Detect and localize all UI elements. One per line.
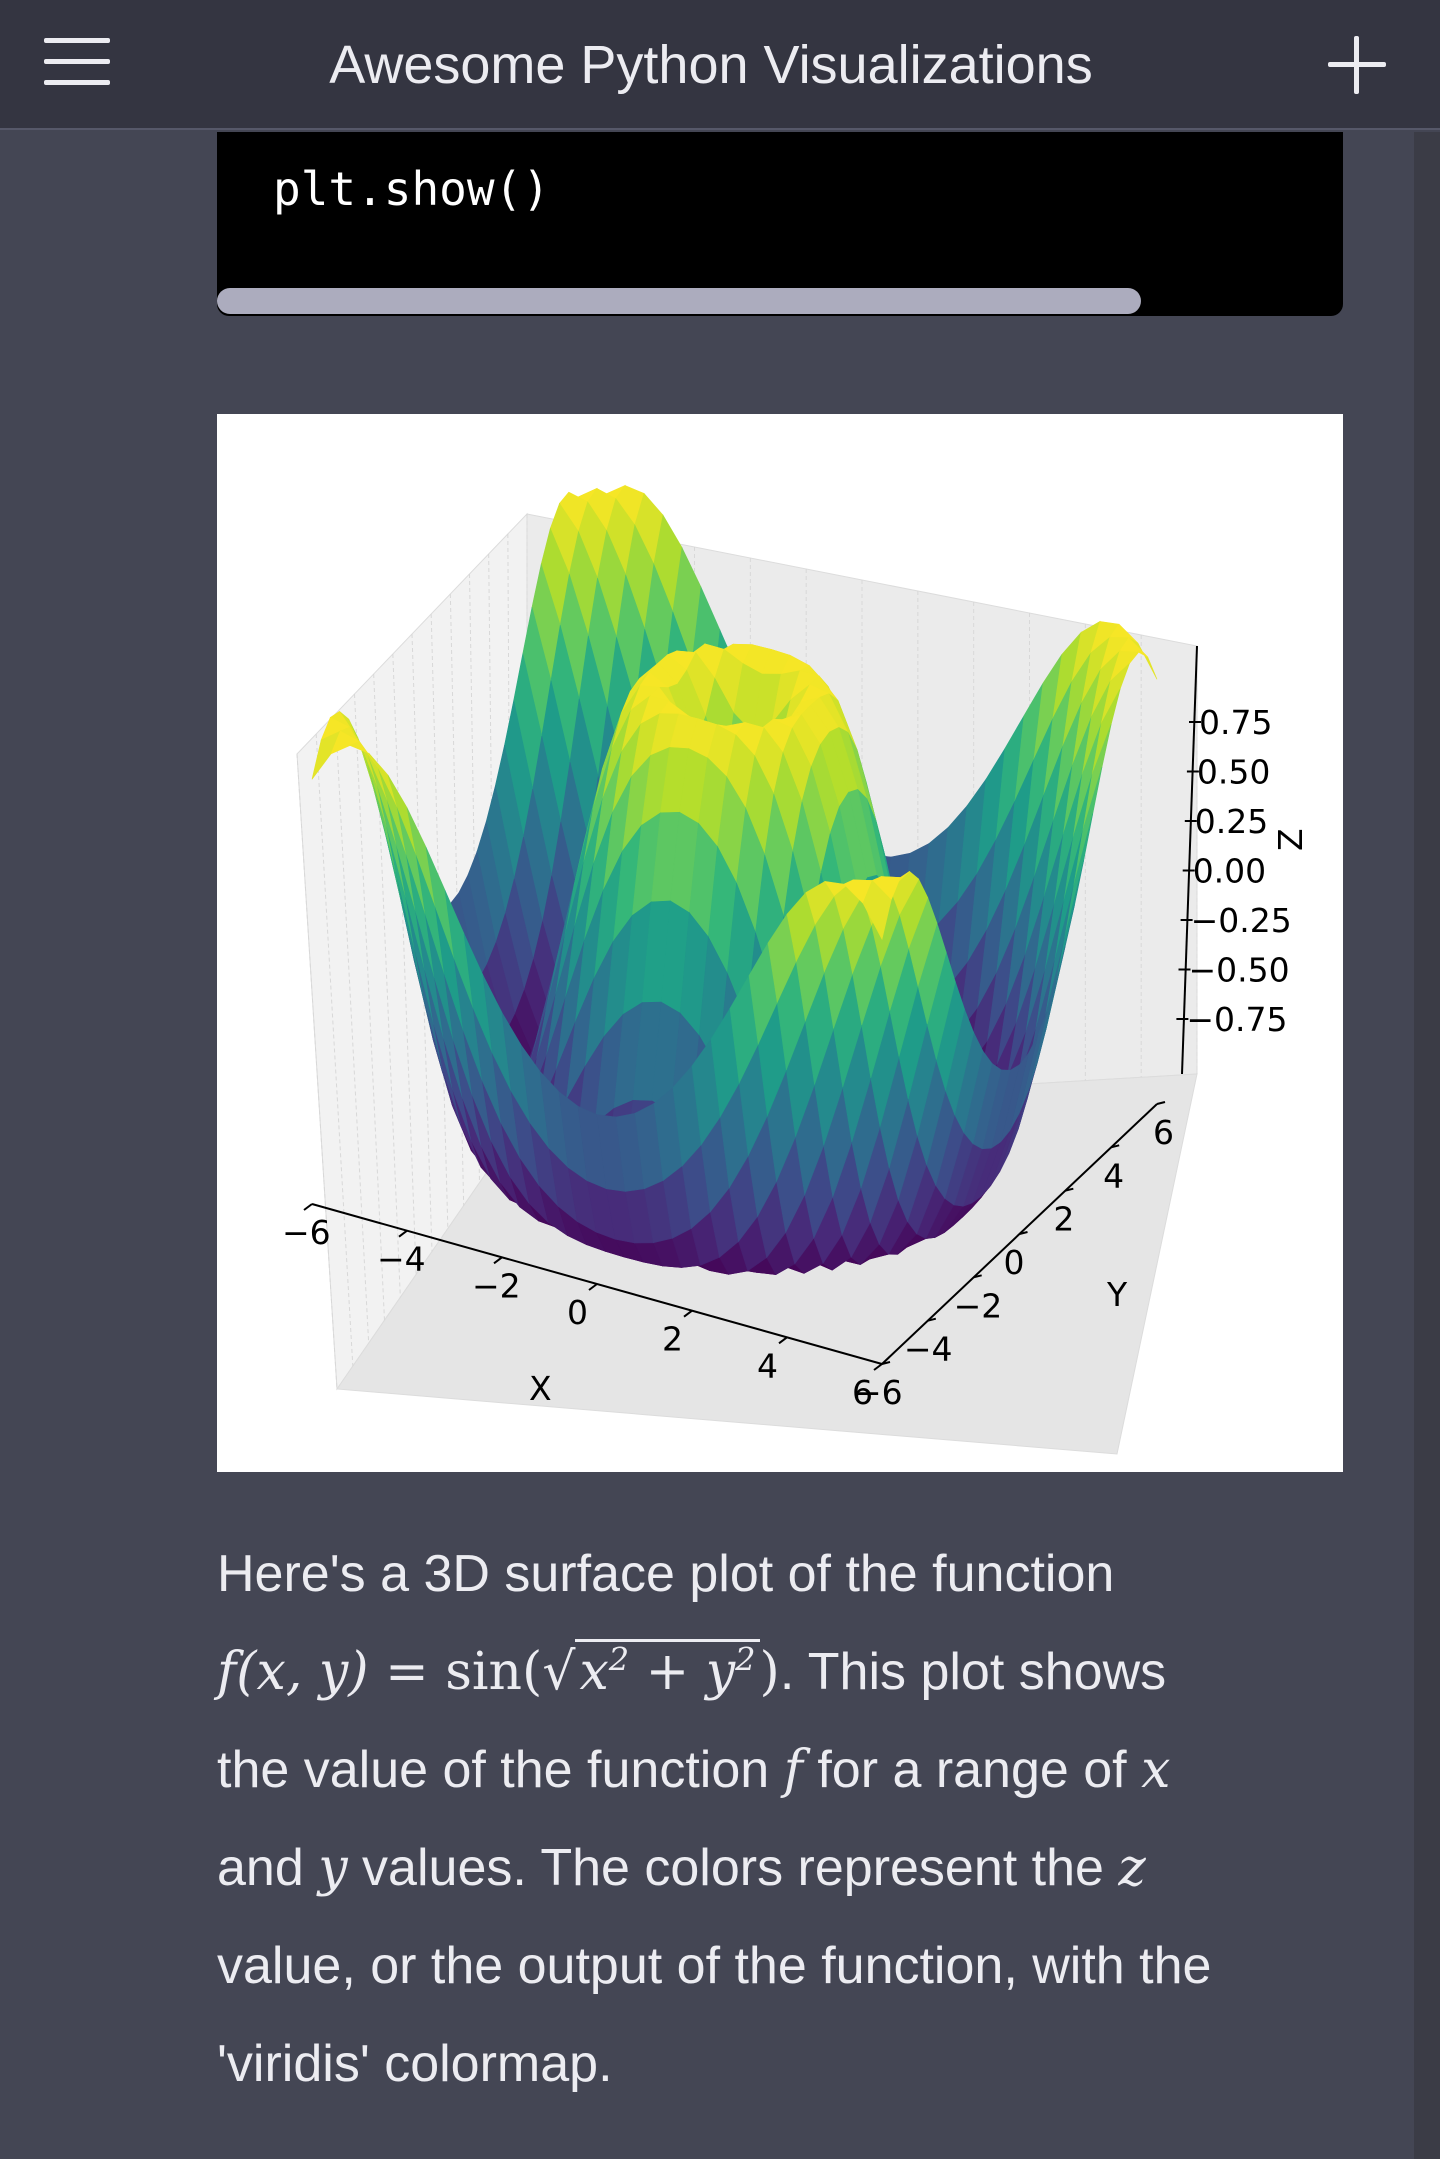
x-tick [303, 1203, 313, 1211]
x-tick [778, 1336, 788, 1345]
z-tick-label: 0.50 [1197, 753, 1270, 792]
message-text: . This plot shows [779, 1643, 1167, 1701]
x-tick-label: 0 [567, 1293, 588, 1332]
x-tick-label: 4 [757, 1346, 778, 1385]
y-axis-label: Y [1106, 1275, 1128, 1314]
surface-plot-figure: −6 −4 −2 0 2 4 6 −6 −4 −2 0 2 4 6 0.75 0.50 0.25 0.00 −0… [217, 414, 1343, 1472]
z-axis-line [1181, 645, 1198, 1075]
message-line: the value of the function f for a range … [217, 1740, 1171, 1800]
x-tick-label: 2 [662, 1320, 683, 1359]
x-tick [873, 1363, 883, 1371]
assistant-message: Here's a 3D surface plot of the function… [217, 1525, 1347, 2113]
hamburger-menu-icon[interactable] [40, 34, 116, 90]
y-tick [1065, 1187, 1074, 1192]
top-bar: Awesome Python Visualizations [0, 0, 1440, 130]
page-scrollbar[interactable] [1414, 132, 1440, 2159]
y-tick-label: 4 [1103, 1156, 1124, 1195]
math-sqrt: x2 + y2 [575, 1639, 760, 1702]
code-block: plt.show() [217, 132, 1343, 316]
plus-icon[interactable] [1326, 34, 1388, 96]
code-scrollbar[interactable] [217, 288, 1141, 314]
code-line: plt.show() [273, 162, 550, 216]
z-tick-label: −0.25 [1191, 901, 1292, 940]
math-sin: sin( [445, 1642, 543, 1702]
z-tick-label: 0.25 [1195, 802, 1268, 841]
x-tick-label: −4 [377, 1240, 426, 1279]
grid-line [373, 673, 401, 1298]
y-tick-label: −6 [854, 1373, 903, 1412]
y-tick [1110, 1144, 1120, 1149]
y-tick [927, 1317, 937, 1322]
y-tick [973, 1274, 982, 1279]
x-tick [683, 1309, 693, 1318]
y-tick-label: 0 [1004, 1243, 1025, 1282]
y-tick-label: 2 [1053, 1200, 1074, 1239]
page-title: Awesome Python Visualizations [329, 35, 1093, 95]
grid-line [296, 753, 338, 1390]
message-line: value, or the output of the function, wi… [217, 1937, 1212, 1995]
y-tick-label: −2 [954, 1286, 1003, 1325]
surface-patch [862, 879, 892, 941]
grid-line [430, 613, 449, 1229]
z-tick-label: −0.50 [1189, 951, 1290, 990]
message-line: 'viridis' colormap. [217, 2035, 613, 2093]
grid-line [449, 593, 465, 1206]
y-tick-label: −4 [904, 1330, 953, 1369]
x-tick-label: −2 [472, 1266, 521, 1305]
y-tick-label: 6 [1153, 1113, 1174, 1152]
x-tick [588, 1283, 598, 1291]
y-tick [881, 1361, 891, 1365]
x-tick-label: 6 [852, 1373, 873, 1412]
y-tick [1156, 1101, 1166, 1105]
math-args: (x, y) = [236, 1642, 446, 1702]
grid-line [334, 713, 370, 1344]
x-tick-label: −6 [282, 1213, 331, 1252]
x-ticks: −6 −4 −2 0 2 4 6 [282, 1203, 883, 1412]
x-tick [398, 1229, 408, 1238]
math-close: ) [759, 1642, 780, 1702]
x-tick [493, 1256, 503, 1265]
z-axis-label: Z [1271, 828, 1310, 851]
z-ticks: 0.75 0.50 0.25 0.00 −0.25 −0.50 −0.75 [1176, 703, 1292, 1039]
grid-line [315, 733, 354, 1367]
z-tick-label: 0.00 [1193, 852, 1266, 891]
message-line: Here's a 3D surface plot of the function [217, 1545, 1115, 1603]
z-tick-label: 0.75 [1199, 703, 1272, 742]
y-tick [1019, 1231, 1028, 1235]
z-tick-label: −0.75 [1186, 1000, 1287, 1039]
message-line: f(x, y) = sin(√x2 + y2). This plot shows [217, 1639, 1167, 1702]
x-axis-label: X [529, 1369, 552, 1408]
math-f: f [217, 1642, 237, 1702]
surface [311, 484, 1158, 1276]
message-line: and y values. The colors represent the z [217, 1838, 1146, 1898]
grid-line [392, 653, 417, 1275]
